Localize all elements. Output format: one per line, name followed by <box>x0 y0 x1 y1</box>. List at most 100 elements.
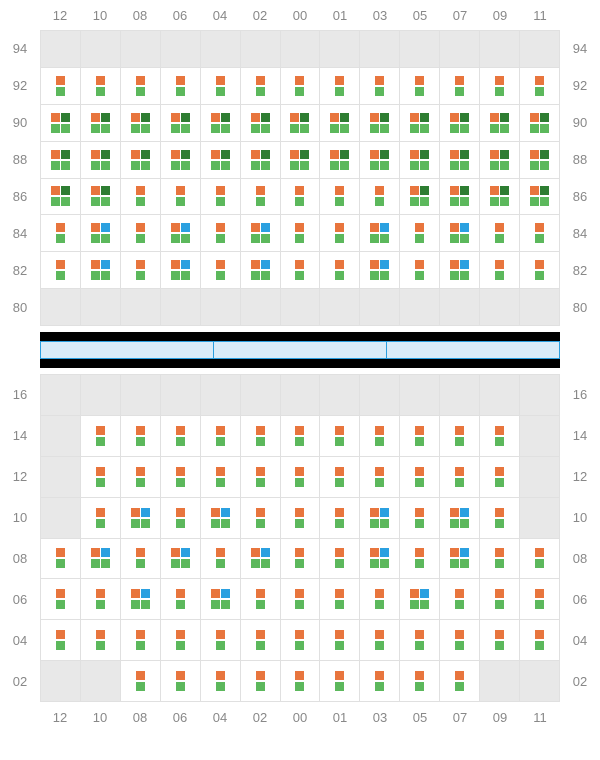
rack-cell <box>41 289 81 325</box>
orange-square-icon <box>450 260 459 269</box>
green-square-icon <box>51 197 60 206</box>
darkgreen-square-icon <box>101 186 110 195</box>
cell-top-row <box>455 467 464 476</box>
rack-cell <box>520 661 559 701</box>
green-square-icon <box>221 519 230 528</box>
rack-cell <box>201 215 241 251</box>
cell-top-row <box>490 113 509 122</box>
cell-top-row <box>415 508 424 517</box>
cell-top-row <box>211 589 230 598</box>
orange-square-icon <box>495 630 504 639</box>
cell-bottom-row <box>495 87 504 96</box>
orange-square-icon <box>96 467 105 476</box>
row-label: 88 <box>0 141 40 178</box>
green-square-icon <box>455 437 464 446</box>
green-square-icon <box>420 600 429 609</box>
darkgreen-square-icon <box>380 113 389 122</box>
green-square-icon <box>380 559 389 568</box>
cell-top-row <box>136 467 145 476</box>
rack-cell <box>201 416 241 456</box>
green-square-icon <box>495 559 504 568</box>
cell-top-row <box>450 150 469 159</box>
column-label: 09 <box>480 710 520 725</box>
column-label: 12 <box>40 710 80 725</box>
cell-bottom-row <box>256 682 265 691</box>
green-square-icon <box>251 161 260 170</box>
rack-cell <box>400 661 440 701</box>
orange-square-icon <box>216 467 225 476</box>
orange-square-icon <box>256 186 265 195</box>
green-square-icon <box>181 234 190 243</box>
orange-square-icon <box>535 548 544 557</box>
green-square-icon <box>221 124 230 133</box>
green-square-icon <box>216 682 225 691</box>
orange-square-icon <box>330 150 339 159</box>
green-square-icon <box>101 559 110 568</box>
cell-bottom-row <box>136 641 145 650</box>
green-square-icon <box>500 124 509 133</box>
green-square-icon <box>415 437 424 446</box>
blue-square-icon <box>181 548 190 557</box>
rack-cell <box>480 375 520 415</box>
darkgreen-square-icon <box>300 113 309 122</box>
green-square-icon <box>295 197 304 206</box>
orange-square-icon <box>495 589 504 598</box>
cell-top-row <box>535 630 544 639</box>
green-square-icon <box>370 559 379 568</box>
rack-cell <box>360 661 400 701</box>
cell-bottom-row <box>96 600 105 609</box>
rack-cell <box>400 68 440 104</box>
cell-bottom-row <box>216 682 225 691</box>
orange-square-icon <box>370 548 379 557</box>
rack-cell <box>121 252 161 288</box>
green-square-icon <box>375 600 384 609</box>
row-label: 82 <box>0 252 40 289</box>
rack-cell <box>241 105 281 141</box>
grid-row <box>41 375 559 416</box>
rack-cell <box>400 289 440 325</box>
rack-cell <box>281 498 321 538</box>
column-label: 08 <box>120 710 160 725</box>
rack-cell <box>121 289 161 325</box>
green-square-icon <box>410 124 419 133</box>
rack-cell <box>81 661 121 701</box>
green-square-icon <box>380 161 389 170</box>
cell-top-row <box>56 589 65 598</box>
green-square-icon <box>415 234 424 243</box>
cell-top-row <box>410 589 429 598</box>
cell-top-row <box>136 548 145 557</box>
cell-bottom-row <box>295 478 304 487</box>
cell-bottom-row <box>56 641 65 650</box>
rack-cell <box>41 179 81 215</box>
cell-bottom-row <box>370 559 389 568</box>
rack-cell <box>121 620 161 660</box>
orange-square-icon <box>256 671 265 680</box>
orange-square-icon <box>415 426 424 435</box>
green-square-icon <box>335 600 344 609</box>
green-square-icon <box>450 161 459 170</box>
orange-square-icon <box>176 76 185 85</box>
orange-square-icon <box>211 150 220 159</box>
cell-top-row <box>176 589 185 598</box>
orange-square-icon <box>131 508 140 517</box>
rack-cell <box>320 498 360 538</box>
orange-square-icon <box>51 113 60 122</box>
green-square-icon <box>141 519 150 528</box>
green-square-icon <box>216 197 225 206</box>
cell-top-row <box>415 548 424 557</box>
green-square-icon <box>335 478 344 487</box>
orange-square-icon <box>410 150 419 159</box>
cell-bottom-row <box>330 161 349 170</box>
rack-cell <box>81 142 121 178</box>
cell-top-row <box>530 186 549 195</box>
green-square-icon <box>141 600 150 609</box>
cell-top-row <box>295 260 304 269</box>
cell-bottom-row <box>535 234 544 243</box>
orange-square-icon <box>256 630 265 639</box>
cell-bottom-row <box>495 478 504 487</box>
green-square-icon <box>141 161 150 170</box>
green-square-icon <box>335 437 344 446</box>
blue-square-icon <box>141 508 150 517</box>
cell-bottom-row <box>415 682 424 691</box>
rack-cell <box>320 215 360 251</box>
